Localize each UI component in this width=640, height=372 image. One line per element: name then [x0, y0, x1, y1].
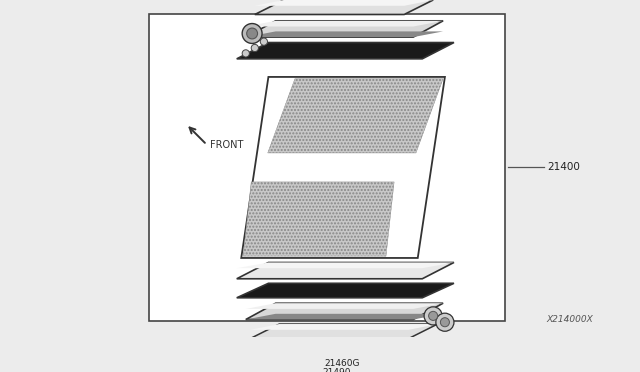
- Circle shape: [258, 344, 264, 351]
- Polygon shape: [268, 79, 443, 153]
- Polygon shape: [255, 0, 433, 6]
- Polygon shape: [237, 263, 454, 268]
- Circle shape: [252, 44, 259, 52]
- Circle shape: [252, 340, 258, 346]
- Polygon shape: [243, 182, 394, 256]
- Text: X214000X: X214000X: [547, 315, 593, 324]
- Polygon shape: [237, 283, 454, 298]
- Circle shape: [246, 28, 257, 39]
- Polygon shape: [246, 31, 443, 37]
- Polygon shape: [250, 324, 438, 339]
- Circle shape: [260, 38, 268, 45]
- Circle shape: [424, 307, 442, 325]
- Polygon shape: [237, 42, 454, 59]
- Polygon shape: [246, 21, 443, 37]
- Circle shape: [242, 50, 250, 57]
- Circle shape: [436, 313, 454, 331]
- Polygon shape: [246, 303, 443, 320]
- Circle shape: [429, 311, 438, 320]
- Polygon shape: [250, 324, 438, 330]
- Polygon shape: [237, 263, 454, 279]
- Circle shape: [280, 339, 293, 352]
- Polygon shape: [241, 77, 445, 258]
- Text: 21460G: 21460G: [324, 359, 360, 368]
- Circle shape: [242, 23, 262, 44]
- Polygon shape: [246, 21, 443, 26]
- Polygon shape: [246, 303, 443, 309]
- Bar: [149, 13, 505, 321]
- Text: 21490: 21490: [323, 368, 351, 372]
- Text: FRONT: FRONT: [209, 140, 243, 150]
- Polygon shape: [246, 314, 443, 320]
- Circle shape: [440, 318, 449, 327]
- Polygon shape: [255, 0, 433, 15]
- Text: 21400: 21400: [547, 163, 580, 173]
